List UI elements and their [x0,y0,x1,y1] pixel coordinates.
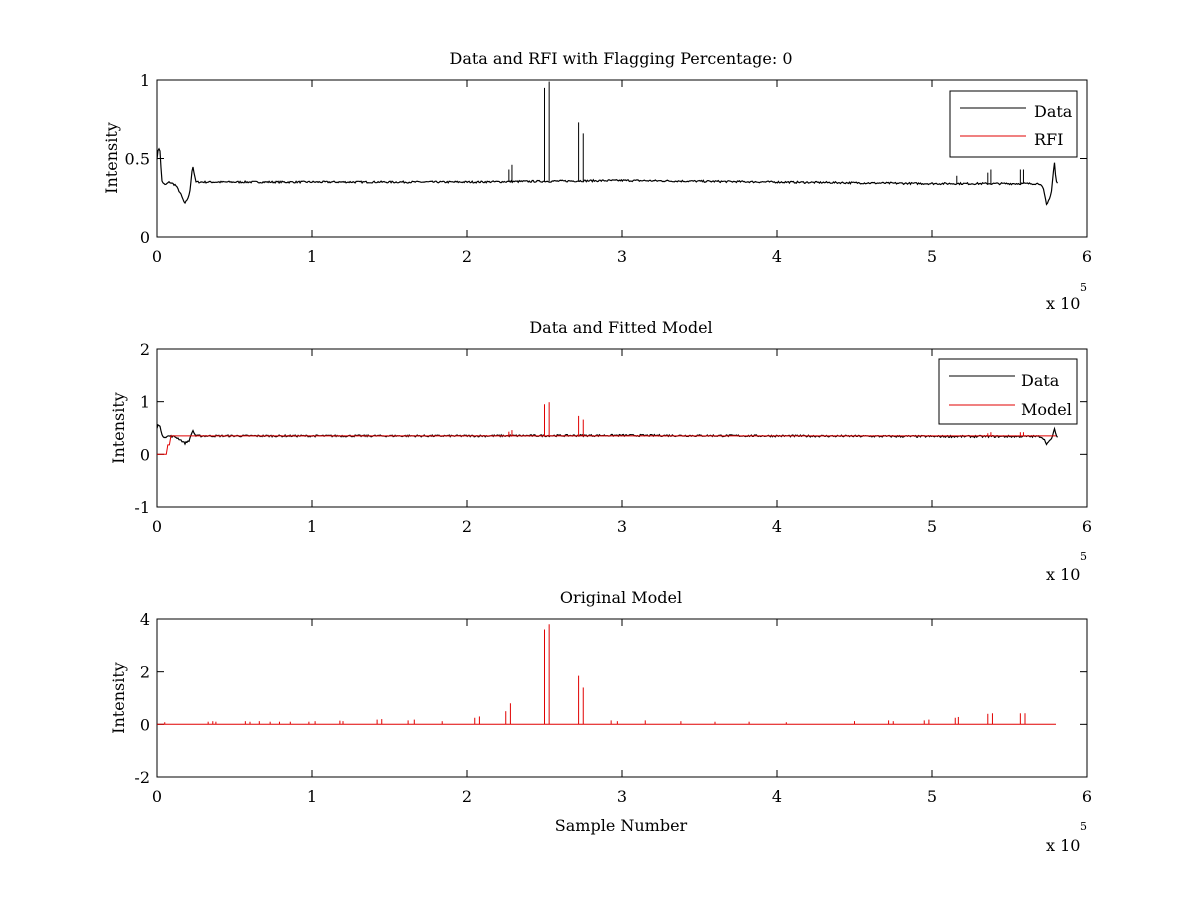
panel-3-ylabel: Intensity [109,662,128,734]
x-tick-label: 2 [462,247,472,266]
x-tick-label: 5 [927,517,937,536]
panel-3: Original Model Intensity Sample Number 0… [109,588,1092,855]
x-tick-label: 1 [307,247,317,266]
panel-3-x-multiplier-base: x 10 [1046,836,1080,855]
y-tick-label: 2 [140,663,150,682]
x-tick-label: 3 [617,247,627,266]
panel-1-legend-label-rfi: RFI [1034,130,1063,149]
y-tick-label: 0.5 [125,150,150,169]
panel-1-x-multiplier-exponent: 5 [1080,281,1087,294]
panel-1-x-multiplier: x 10 5 [1046,281,1087,313]
panel-1-plot: 0 1 2 3 4 5 6 0 0.5 1 [125,71,1093,266]
panel-1-legend: Data RFI [949,90,1078,158]
panel-3-x-multiplier-exponent: 5 [1080,820,1087,833]
x-tick-label: 5 [927,787,937,806]
x-tick-label: 4 [772,517,782,536]
panel-2-title: Data and Fitted Model [529,318,712,337]
panel-1-title: Data and RFI with Flagging Percentage: 0 [449,49,792,68]
y-tick-label: 0 [140,715,150,734]
x-tick-label: 6 [1082,787,1092,806]
y-tick-label: 1 [140,393,150,412]
panel-3-xlabel: Sample Number [555,816,688,835]
panel-2-legend-label-model: Model [1021,400,1072,419]
panel-1: Data and RFI with Flagging Percentage: 0… [102,49,1092,313]
y-tick-label: 0 [140,228,150,247]
x-tick-label: 6 [1082,247,1092,266]
y-tick-label: 2 [140,340,150,359]
panel-3-axes-box [156,618,1088,778]
x-tick-label: 0 [152,517,162,536]
x-tick-label: 2 [462,787,472,806]
x-tick-label: 1 [307,787,317,806]
y-tick-label: 4 [140,610,150,629]
panel-2-ylabel: Intensity [109,392,128,464]
panel-2-x-multiplier-base: x 10 [1046,565,1080,584]
x-tick-label: 0 [152,787,162,806]
panel-1-legend-label-data: Data [1034,102,1073,121]
panel-2-x-multiplier: x 10 5 [1046,550,1087,584]
x-tick-label: 1 [307,517,317,536]
panel-1-legend-box [949,90,1078,158]
x-tick-label: 4 [772,247,782,266]
panel-2-legend: Data Model [938,358,1078,425]
panel-3-title: Original Model [560,588,682,607]
x-tick-label: 0 [152,247,162,266]
x-tick-label: 5 [927,247,937,266]
panel-2-axes-box [156,348,1088,508]
panel-2-legend-box [938,358,1078,425]
panel-2-legend-label-data: Data [1021,371,1060,390]
x-tick-label: 3 [617,517,627,536]
y-tick-label: -2 [134,768,150,787]
x-tick-label: 3 [617,787,627,806]
y-tick-label: 0 [140,445,150,464]
panel-2: Data and Fitted Model Intensity 0 1 2 3 4 5 6 -… [109,318,1092,584]
panel-1-ylabel: Intensity [102,122,121,194]
x-tick-label: 2 [462,517,472,536]
panel-1-axes-box [156,79,1088,238]
series-line-data [156,147,1059,206]
y-tick-label: 1 [140,71,150,90]
y-tick-label: -1 [134,498,150,517]
x-tick-label: 4 [772,787,782,806]
panel-2-x-multiplier-exponent: 5 [1080,550,1087,563]
x-tick-label: 6 [1082,517,1092,536]
series-line-model [157,435,1056,455]
panel-1-x-multiplier-base: x 10 [1046,294,1080,313]
panel-3-x-multiplier: x 10 5 [1046,820,1087,855]
